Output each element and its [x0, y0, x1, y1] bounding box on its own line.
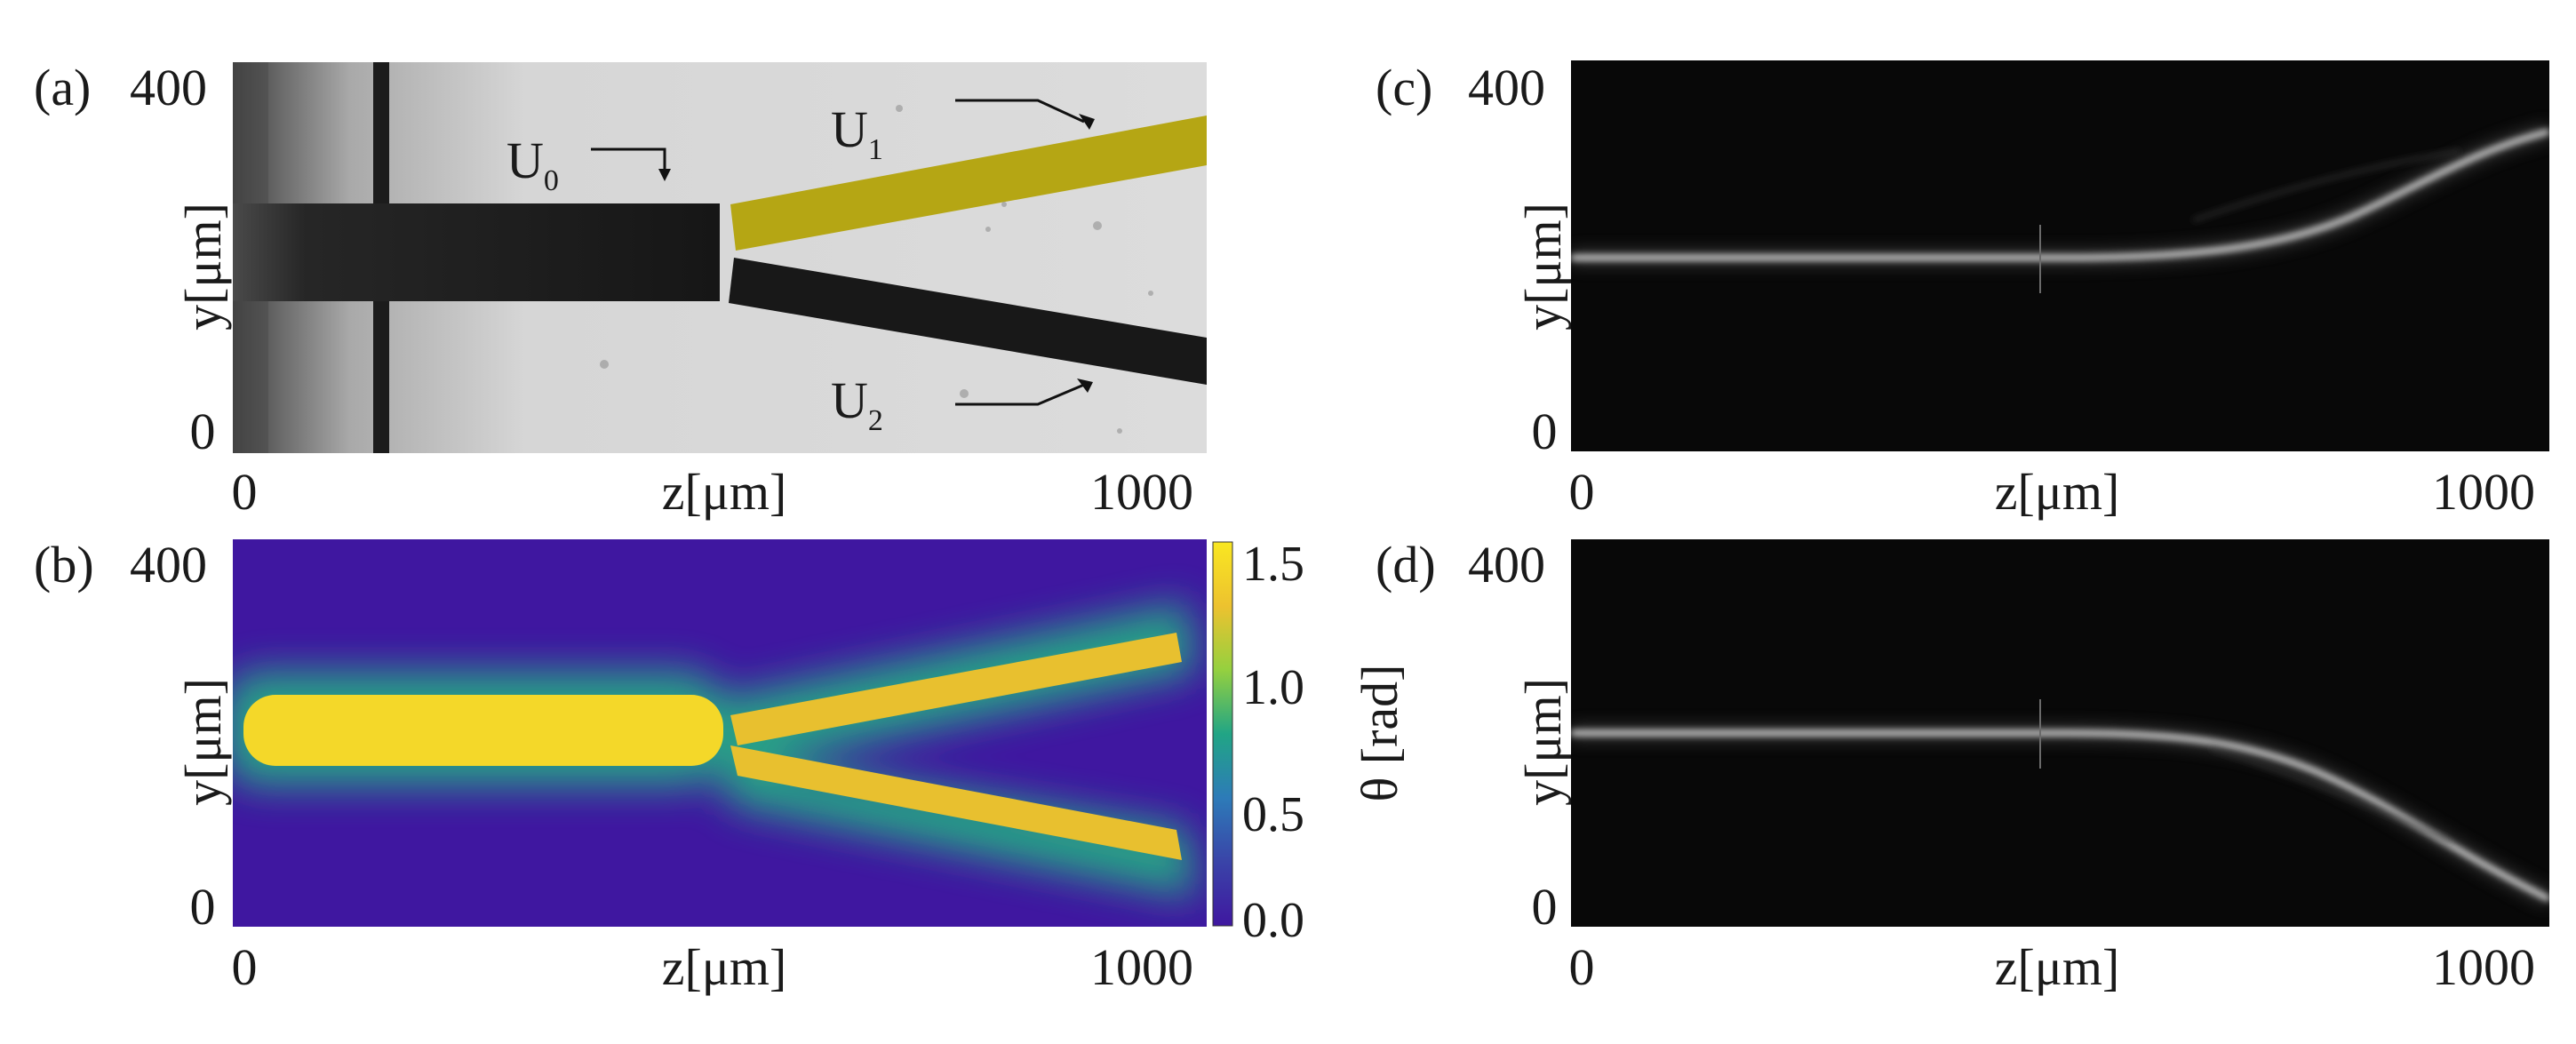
panel-d-label: (d) — [1376, 536, 1436, 594]
panel-c-image — [1571, 60, 2549, 451]
panel-d: (d) 400 0 y[μm] 0 z[μm] 1000 — [1376, 536, 2549, 996]
panel-b-xtick-left: 0 — [232, 938, 258, 996]
colorbar-bar — [1212, 541, 1233, 927]
annotation-u2: U2 — [831, 371, 883, 437]
panel-d-ytick-bottom: 0 — [1532, 878, 1558, 936]
panel-c-ytick-bottom: 0 — [1532, 402, 1558, 460]
panel-a-label: (a) — [34, 59, 91, 116]
panel-d-ytick-top: 400 — [1468, 536, 1545, 594]
arrowhead-u0 — [658, 169, 671, 181]
colorbar-tick-1: 1.0 — [1242, 660, 1304, 715]
panel-d-beam — [1571, 730, 2549, 902]
panel-c-xtick-left: 0 — [1569, 463, 1595, 521]
arrowhead-u2 — [1077, 379, 1093, 393]
panel-a-xtick-left: 0 — [232, 463, 258, 521]
annotation-u1: U1 — [831, 100, 883, 166]
panel-a-ytick-top: 400 — [130, 59, 207, 116]
panel-a-xtick-right: 1000 — [1090, 463, 1193, 521]
colorbar-tick-2: 0.5 — [1242, 787, 1304, 842]
panel-b-xtick-right: 1000 — [1090, 938, 1193, 996]
panel-a-lower-branch — [729, 258, 1207, 385]
arrow-u1 — [955, 99, 1085, 124]
panel-b: (b) 400 0 y[μm] 1.5 1.0 0.5 0.0 θ [rad] — [34, 536, 1408, 996]
panel-c-ytick-top: 400 — [1468, 59, 1545, 116]
panel-d-xlabel: z[μm] — [1995, 938, 2120, 996]
panel-b-label: (b) — [34, 536, 94, 594]
arrowhead-u1 — [1079, 114, 1095, 130]
panel-a-micrograph: U0 U1 U2 — [233, 62, 1207, 453]
colorbar-label: θ [rad] — [1351, 665, 1408, 802]
panel-c-xlabel: z[μm] — [1995, 463, 2120, 521]
panel-a-input-waveguide — [233, 203, 720, 301]
colorbar-tick-0: 1.5 — [1242, 537, 1304, 592]
panel-b-ytick-top: 400 — [130, 536, 207, 594]
panel-a-ytick-bottom: 0 — [190, 402, 216, 460]
colorbar-tick-3: 0.0 — [1242, 893, 1304, 948]
colorbar: 1.5 1.0 0.5 0.0 θ [rad] — [1212, 537, 1408, 948]
panel-a-ylabel: y[μm] — [174, 203, 232, 331]
panel-b-ytick-bottom: 0 — [190, 878, 216, 936]
annotation-u0: U0 — [506, 131, 559, 197]
panel-d-ylabel: y[μm] — [1514, 678, 1572, 806]
panel-c-xtick-right: 1000 — [2432, 463, 2535, 521]
panel-d-image — [1571, 539, 2549, 927]
panel-a: (a) 400 0 y[μm] U0 U1 U2 — [34, 59, 1207, 521]
panel-a-xlabel: z[μm] — [662, 463, 787, 521]
panel-c-label: (c) — [1376, 59, 1432, 116]
panel-d-xtick-right: 1000 — [2432, 938, 2535, 996]
panel-a-upper-branch — [730, 116, 1207, 251]
panel-b-ylabel: y[μm] — [174, 678, 232, 806]
panel-a-specks — [600, 105, 1153, 434]
panel-c-ylabel: y[μm] — [1514, 203, 1572, 331]
arrow-u2 — [955, 383, 1085, 406]
panel-c: (c) 400 0 y[μm] 0 z[μm] 1000 — [1376, 59, 2549, 521]
panel-b-xlabel: z[μm] — [662, 938, 787, 996]
panel-b-heatmap — [233, 539, 1207, 927]
panel-b-core — [243, 633, 1182, 860]
arrow-u0 — [591, 147, 666, 172]
panel-c-beam — [1571, 129, 2549, 260]
panel-d-xtick-left: 0 — [1569, 938, 1595, 996]
